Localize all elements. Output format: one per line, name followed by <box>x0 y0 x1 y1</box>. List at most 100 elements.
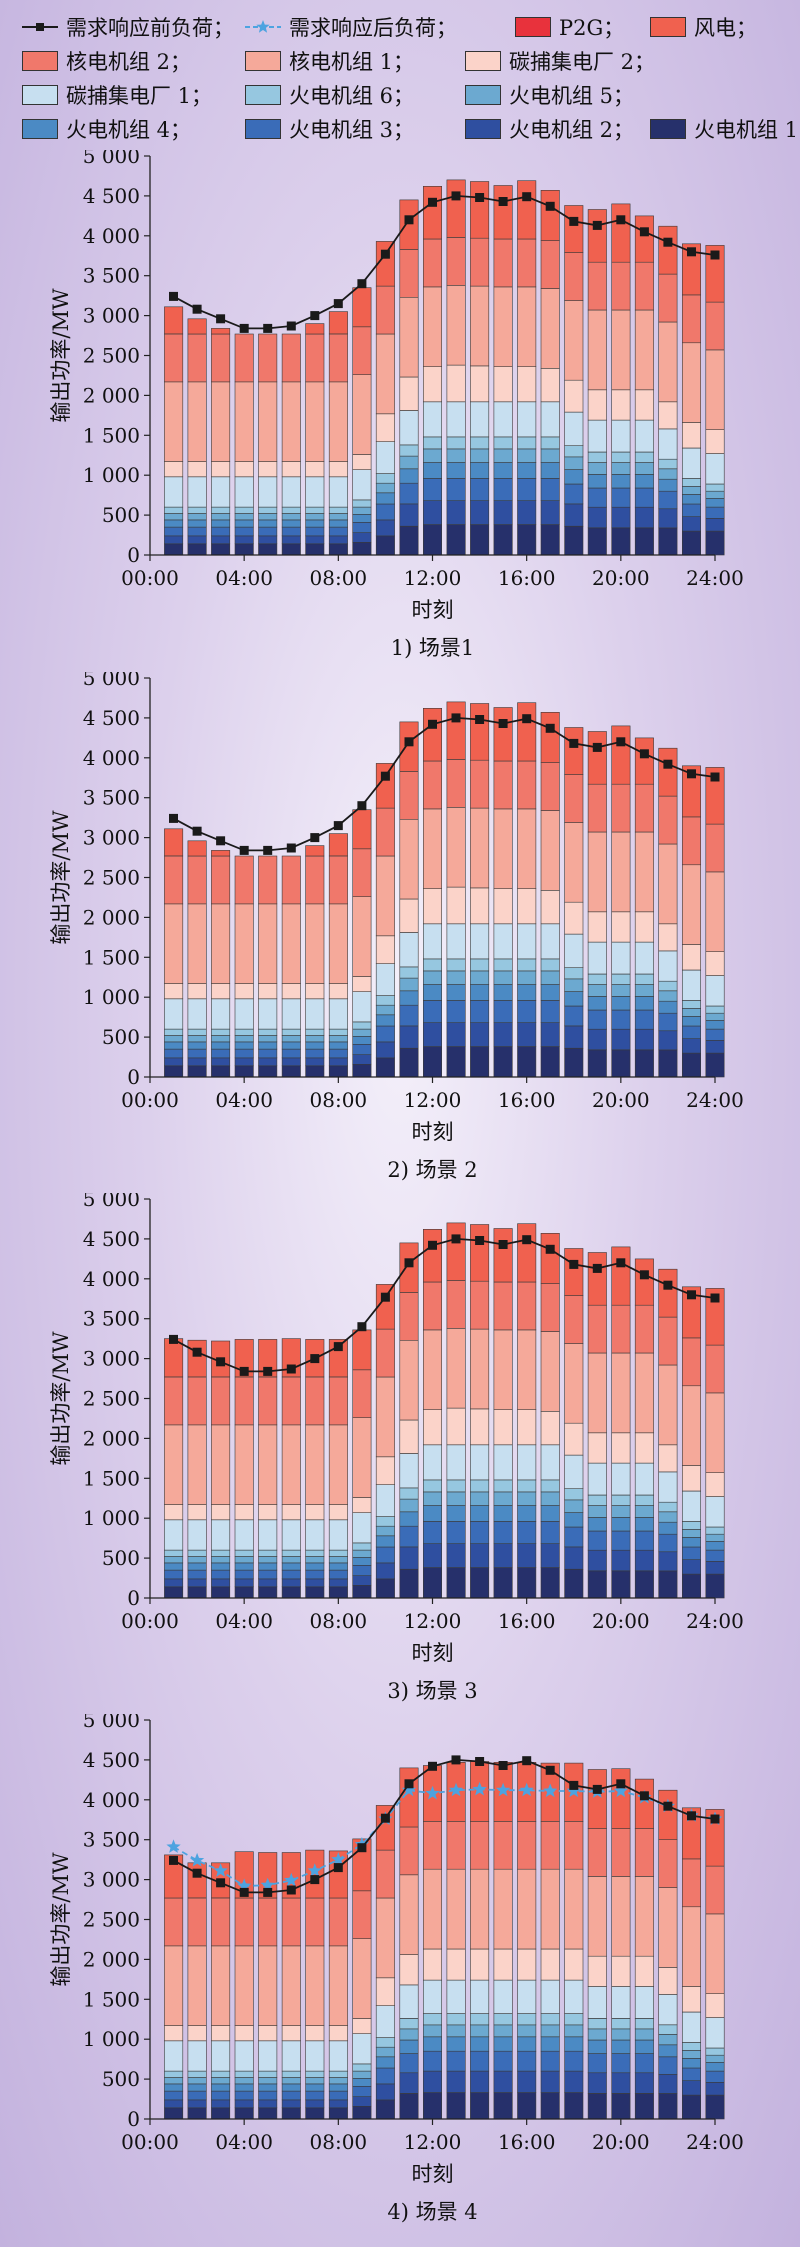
bar-th4 <box>328 1562 348 1571</box>
bar-th6 <box>281 506 301 514</box>
point-before <box>192 1868 202 1878</box>
point-before <box>592 220 602 230</box>
bar-nuc1 <box>305 1945 325 2026</box>
bar-th5 <box>517 1491 537 1506</box>
point-before <box>169 1855 178 1865</box>
x-tick-label: 04:00 <box>215 1088 273 1112</box>
bar-th2 <box>470 2070 490 2093</box>
bar-th1 <box>611 1570 631 1599</box>
bar-nuc2 <box>658 273 678 323</box>
bar-ccs1 <box>611 1986 631 2019</box>
bar-th5 <box>281 2077 301 2085</box>
y-tick-label: 2 500 <box>83 1908 140 1932</box>
bar-nuc1 <box>705 871 725 952</box>
bar-th5 <box>211 513 231 521</box>
point-after <box>496 1782 511 1797</box>
bar-stack-group <box>164 1761 725 2120</box>
bar-th1 <box>328 1065 348 1078</box>
bar-th3 <box>281 1569 301 1580</box>
bar-wind <box>517 180 537 240</box>
bar-th6 <box>422 2013 442 2026</box>
bar-nuc2 <box>281 1897 301 1947</box>
bar-nuc1 <box>517 286 537 367</box>
bar-nuc2 <box>399 249 419 298</box>
bar-th1 <box>422 1046 442 1078</box>
bar-nuc2 <box>375 285 395 335</box>
bar-wind <box>634 1258 654 1306</box>
bar-th2 <box>517 2070 537 2093</box>
point-before <box>545 201 555 211</box>
bar-wind <box>681 243 701 296</box>
bar-ccs1 <box>611 419 631 453</box>
bar-th3 <box>422 1000 442 1023</box>
bar-th1 <box>281 543 301 556</box>
bar-th6 <box>705 2047 725 2056</box>
bar-th6 <box>375 1516 395 1527</box>
bar-th4 <box>540 462 560 479</box>
bar-ccs2 <box>281 2025 301 2042</box>
bar-wind <box>187 1862 207 1899</box>
bar-nuc2 <box>446 759 466 808</box>
bar-nuc1 <box>305 903 325 984</box>
bar-th1 <box>587 527 607 556</box>
bar-th1 <box>399 1568 419 1599</box>
y-axis-label: 输出功率/MW <box>49 810 73 945</box>
bar-th6 <box>258 1028 278 1036</box>
bar-th2 <box>470 500 490 525</box>
bar-th4 <box>422 462 442 479</box>
bar-th4 <box>211 2083 231 2092</box>
bar-stack-group <box>164 179 725 556</box>
bar-ccs1 <box>564 411 584 447</box>
bar-th3 <box>564 1005 584 1027</box>
bar-nuc1 <box>164 1945 184 2026</box>
bar-ccs2 <box>281 461 301 478</box>
bar-th1 <box>681 530 701 556</box>
bar-wind <box>634 215 654 263</box>
bar-th3 <box>187 1048 207 1059</box>
bar-th5 <box>587 2028 607 2041</box>
point-before <box>498 719 508 728</box>
bar-th4 <box>681 1016 701 1027</box>
bar-th3 <box>681 1025 701 1039</box>
y-axis-label: 输出功率/MW <box>49 1331 73 1466</box>
bar-nuc2 <box>258 855 278 905</box>
bar-th4 <box>352 513 372 523</box>
bar-th6 <box>705 483 725 492</box>
bar-th4 <box>305 2083 325 2092</box>
y-tick-label: 4 000 <box>83 1788 140 1812</box>
bar-ccs2 <box>611 389 631 421</box>
bar-ccs1 <box>422 1444 442 1481</box>
bar-th2 <box>611 1549 631 1572</box>
bar-ccs2 <box>446 1407 466 1446</box>
bar-th4 <box>211 1562 231 1571</box>
legend-item-after: 需求响应后负荷； <box>245 12 457 42</box>
bar-th3 <box>493 478 513 501</box>
bar-th6 <box>352 1021 372 1030</box>
bar-th6 <box>375 2037 395 2048</box>
bar-ccs1 <box>281 998 301 1030</box>
bar-th2 <box>705 517 725 532</box>
bar-th2 <box>187 1578 207 1588</box>
bar-th3 <box>681 2067 701 2081</box>
bar-th3 <box>328 526 348 537</box>
x-tick-label: 00:00 <box>121 566 179 590</box>
bar-th5 <box>611 462 631 475</box>
y-tick-label: 2 000 <box>83 1947 140 1971</box>
bar-nuc1 <box>211 1424 231 1505</box>
bar-wind <box>493 707 513 762</box>
bar-ccs2 <box>234 1504 254 1521</box>
x-tick-label: 00:00 <box>121 1609 179 1633</box>
bar-th2 <box>352 2096 372 2107</box>
bar-th3 <box>328 2090 348 2101</box>
bar-wind <box>681 1286 701 1339</box>
bar-ccs2 <box>517 1409 537 1446</box>
bar-th6 <box>470 1479 490 1493</box>
bar-th2 <box>422 1543 442 1568</box>
bar-th2 <box>375 519 395 537</box>
bar-ccs2 <box>446 886 466 925</box>
bar-th5 <box>587 984 607 997</box>
bar-th4 <box>517 462 537 479</box>
bar-nuc1 <box>634 309 654 391</box>
bar-th1 <box>422 1567 442 1599</box>
bar-wind <box>658 1789 678 1840</box>
